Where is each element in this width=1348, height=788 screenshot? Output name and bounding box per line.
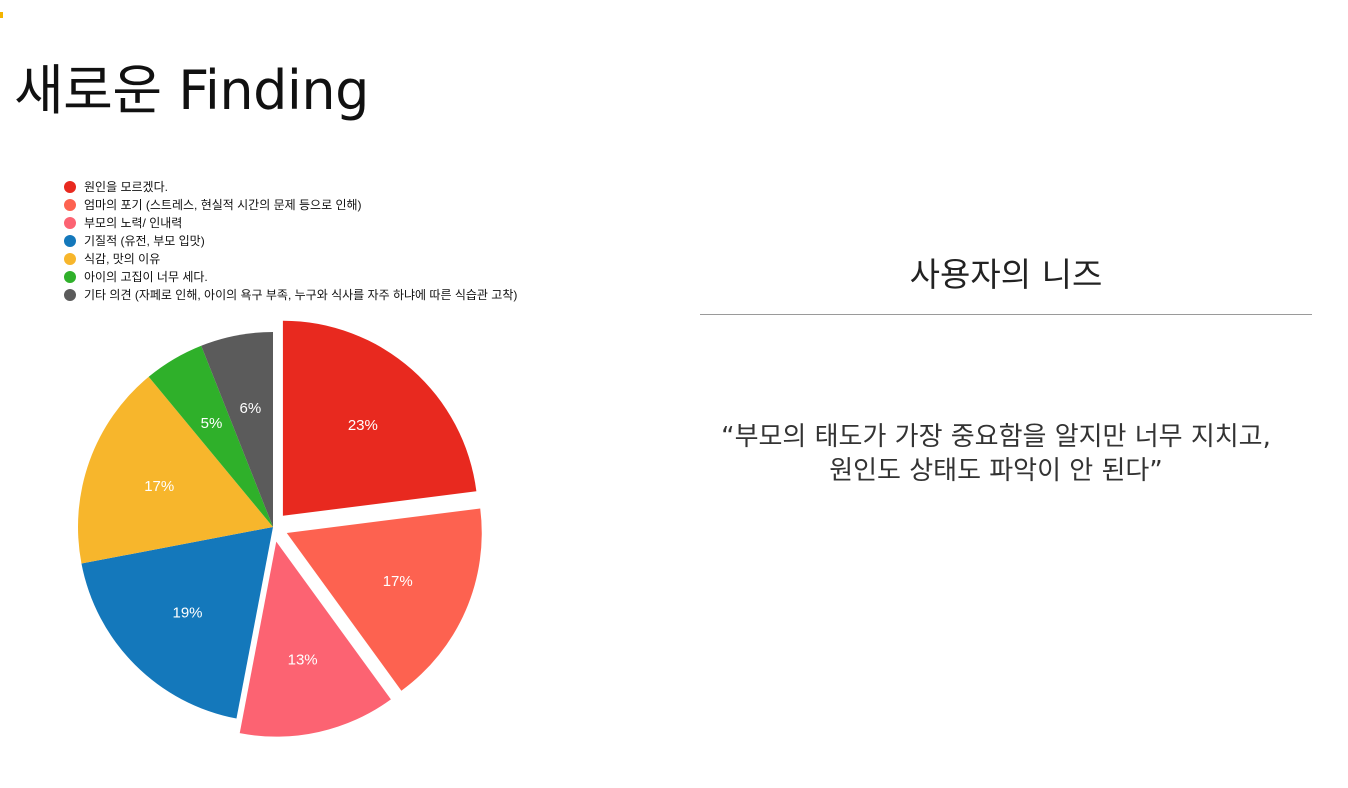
quote-line: “부모의 태도가 가장 중요함을 알지만 너무 지치고,	[721, 422, 1271, 452]
legend-swatch	[64, 235, 76, 247]
legend-label: 엄마의 포기 (스트레스, 현실적 시간의 문제 등으로 인해)	[84, 198, 362, 212]
legend-swatch	[64, 271, 76, 283]
legend-swatch	[64, 253, 76, 265]
pie-slice	[286, 508, 482, 691]
legend-swatch	[64, 181, 76, 193]
page-title: 새로운 Finding	[14, 59, 369, 123]
legend-label: 아이의 고집이 너무 세다.	[84, 270, 208, 284]
needs-heading: 사용자의 니즈	[909, 255, 1103, 294]
slice-value-label: 6%	[240, 400, 262, 417]
legend-label: 원인을 모르겠다.	[84, 180, 168, 194]
pie-slice	[282, 320, 477, 516]
legend-item: 원인을 모르겠다.	[64, 178, 517, 196]
heading-divider	[700, 314, 1312, 315]
pie-slice	[81, 527, 274, 719]
chart-legend: 원인을 모르겠다. 엄마의 포기 (스트레스, 현실적 시간의 문제 등으로 인해…	[64, 178, 517, 304]
legend-item: 기질적 (유전, 부모 입맛)	[64, 232, 517, 250]
legend-swatch	[64, 289, 76, 301]
slice-value-label: 5%	[201, 415, 223, 432]
slice-value-label: 17%	[383, 573, 413, 590]
pie-slice	[148, 345, 273, 527]
title-accent-mark	[0, 12, 3, 18]
legend-swatch	[64, 217, 76, 229]
legend-label: 기질적 (유전, 부모 입맛)	[84, 234, 205, 248]
pie-slice	[239, 541, 391, 737]
legend-label: 기타 의견 (자페로 인해, 아이의 욕구 부족, 누구와 식사를 자주 하냐에…	[84, 288, 518, 302]
legend-label: 부모의 노력/ 인내력	[84, 216, 183, 230]
legend-item: 기타 의견 (자페로 인해, 아이의 욕구 부족, 누구와 식사를 자주 하냐에…	[64, 286, 517, 304]
legend-item: 부모의 노력/ 인내력	[64, 214, 517, 232]
slice-value-label: 19%	[172, 604, 202, 621]
quote-line: 원인도 상태도 파악이 안 된다”	[829, 456, 1163, 486]
legend-item: 엄마의 포기 (스트레스, 현실적 시간의 문제 등으로 인해)	[64, 196, 517, 214]
slice-value-label: 17%	[144, 478, 174, 495]
pie-slice	[78, 376, 274, 564]
pie-slice	[201, 332, 273, 527]
legend-item: 식감, 맛의 이유	[64, 250, 517, 268]
legend-swatch	[64, 199, 76, 211]
legend-label: 식감, 맛의 이유	[84, 252, 161, 266]
legend-item: 아이의 고집이 너무 세다.	[64, 268, 517, 286]
pie-chart: 23% 17% 13% 19% 17% 5% 6%	[78, 320, 482, 737]
slice-value-label: 13%	[288, 652, 318, 669]
user-quote: “부모의 태도가 가장 중요함을 알지만 너무 지치고, 원인도 상태도 파악이…	[660, 420, 1332, 488]
slice-value-label: 23%	[348, 417, 378, 434]
